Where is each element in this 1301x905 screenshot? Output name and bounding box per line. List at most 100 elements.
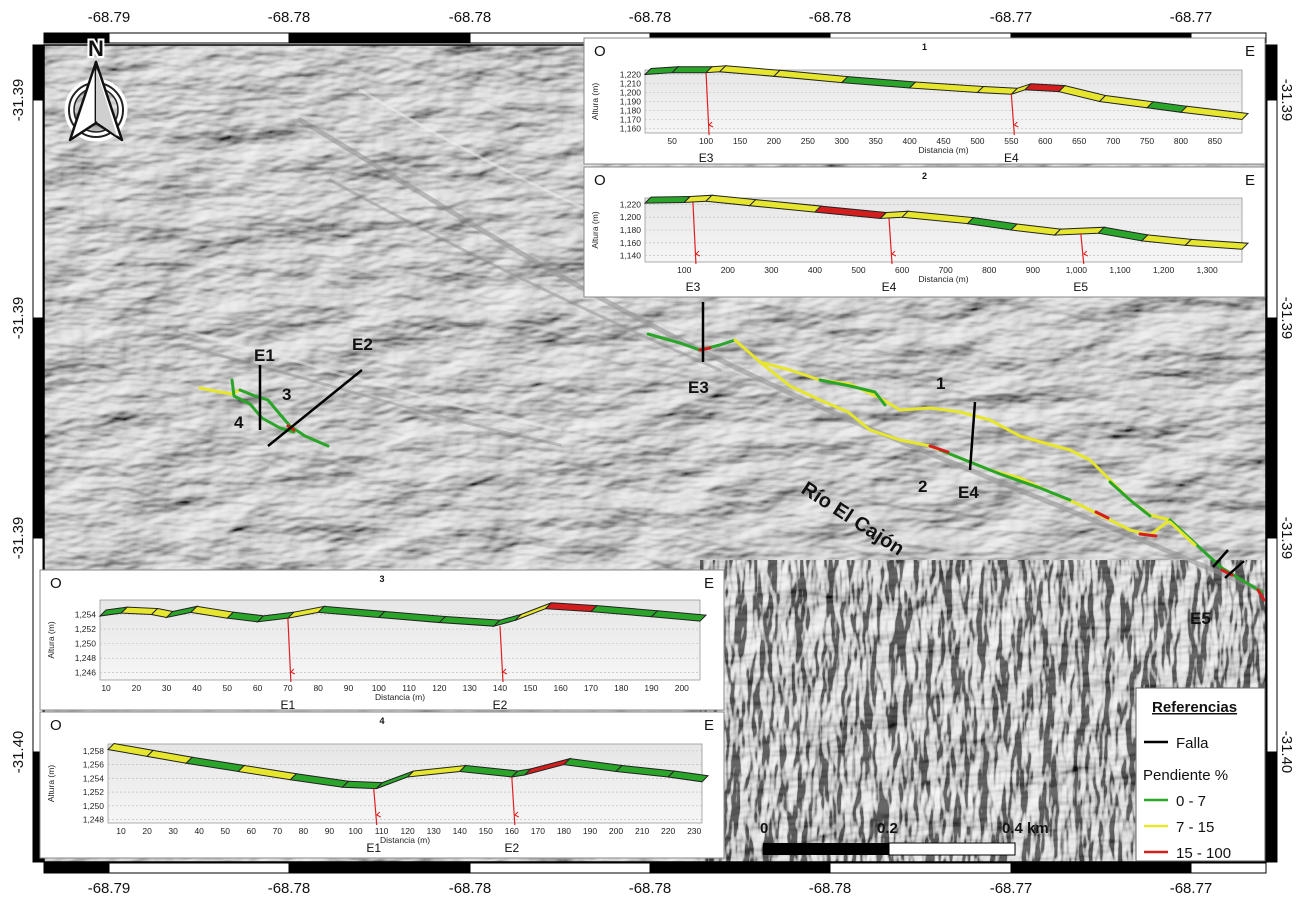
x-tick-label: 90: [325, 826, 335, 836]
y-axis-label: Altura (m): [46, 621, 56, 658]
fault-marker-label: E1: [281, 698, 296, 712]
fault-marker-label: E3: [699, 151, 714, 165]
x-axis-label: Distancia (m): [918, 145, 968, 155]
y-tick-label: 1,248: [75, 653, 97, 663]
x-tick-label: 210: [635, 826, 649, 836]
fault-marker-label: E1: [366, 841, 381, 855]
lon-label-bottom: -68.78: [809, 880, 852, 897]
trace-2-red: [928, 444, 950, 454]
profile-title: 2: [922, 171, 927, 181]
fault-marker-tick: [502, 668, 508, 675]
x-tick-label: 800: [982, 265, 996, 275]
x-tick-label: 60: [253, 683, 263, 693]
legend-class-low: 0 - 7: [1176, 793, 1206, 810]
fault-e5b: [1224, 560, 1245, 579]
lon-label-bottom: -68.77: [1170, 880, 1213, 897]
legend: Referencias Falla Pendiente % 0 - 7 7 - …: [1135, 687, 1266, 862]
lon-label-bottom: -68.78: [449, 880, 492, 897]
elevation-segment: [341, 780, 384, 790]
profile-panel-3: 1,246 1,248 1,250 1,252 1,254 10 20 30 40 50 60 70 8…: [39, 569, 725, 712]
elevation-segment: [1179, 105, 1250, 121]
y-tick-label: 1,254: [83, 773, 105, 783]
profile-panel-4: 1,248 1,250 1,252 1,254 1,256 1,258 10 20 30 40 50…: [39, 711, 725, 859]
fault-marker-label: E2: [504, 841, 519, 855]
fault-label-e4: E4: [958, 483, 979, 502]
lon-label-bottom: -68.78: [268, 880, 311, 897]
north-label: N: [88, 36, 104, 61]
x-tick-label: 130: [463, 683, 477, 693]
fault-e2: [267, 369, 363, 447]
x-tick-label: 110: [375, 826, 389, 836]
trace-4: [238, 388, 330, 448]
fault-lines: [258, 302, 1245, 579]
lat-label-right: -31.39: [1278, 79, 1295, 122]
x-tick-label: 70: [283, 683, 293, 693]
x-tick-label: 80: [313, 683, 323, 693]
lat-label-left: -31.39: [10, 297, 27, 340]
scale-label-0: 0: [760, 820, 768, 837]
x-tick-label: 160: [554, 683, 568, 693]
lon-label-top: -68.77: [990, 9, 1033, 26]
profile-east-label: E: [704, 717, 714, 734]
x-tick-label: 1,300: [1196, 265, 1218, 275]
trace-3-4-west: [198, 386, 242, 396]
x-tick-label: 500: [851, 265, 865, 275]
frame-bar-bottom: [649, 862, 831, 874]
trace-1-b-green: [1108, 480, 1152, 518]
lon-label-top: -68.78: [268, 9, 311, 26]
elevation-segment: [1023, 83, 1066, 93]
trace-east-tail-r2: [1256, 588, 1266, 602]
x-tick-label: 400: [902, 136, 916, 146]
fault-marker: [511, 776, 516, 826]
fault-marker-label: E5: [1073, 280, 1088, 294]
fault-marker-tick: [514, 811, 520, 818]
profile-west-label: O: [50, 717, 62, 734]
x-tick-label: 700: [1106, 136, 1120, 146]
slope-traces: [198, 332, 1266, 602]
x-tick-label: 100: [699, 136, 713, 146]
elevation-segment: [650, 610, 708, 622]
x-tick-label: 110: [402, 683, 416, 693]
profile-west-label: O: [594, 43, 606, 60]
lon-label-top: -68.78: [449, 9, 492, 26]
y-tick-label: 1,252: [83, 787, 105, 797]
profile-east-label: E: [1245, 172, 1255, 189]
lon-label-top: -68.78: [629, 9, 672, 26]
y-axis-label: Altura (m): [590, 211, 600, 248]
fault-marker: [692, 202, 697, 265]
x-tick-label: 600: [895, 265, 909, 275]
coordinate-labels: -68.79 -68.78 -68.78 -68.78 -68.78 -68.7…: [10, 9, 1295, 897]
legend-fault: Falla: [1176, 735, 1209, 752]
frame-bar-right: [1266, 99, 1278, 319]
trace-east-a: [698, 346, 712, 352]
fault-marker-tick: [1083, 250, 1088, 257]
y-tick-label: 1,250: [75, 639, 97, 649]
frame-bar-bottom: [1010, 862, 1192, 874]
x-tick-label: 600: [1038, 136, 1052, 146]
x-tick-label: 220: [661, 826, 675, 836]
x-tick-label: 30: [162, 683, 172, 693]
fault-marker: [888, 218, 893, 265]
scale-label-0-2: 0.2: [877, 820, 898, 837]
x-tick-label: 150: [733, 136, 747, 146]
x-tick-label: 800: [1174, 136, 1188, 146]
frame-bar-right: [1266, 751, 1278, 863]
y-tick-label: 1,180: [620, 225, 642, 235]
profile-east-label: E: [704, 575, 714, 592]
x-tick-label: 190: [644, 683, 658, 693]
y-tick-label: 1,160: [620, 238, 642, 248]
elevation-segment: [670, 66, 714, 74]
x-tick-label: 140: [453, 826, 467, 836]
fault-e4: [968, 401, 977, 471]
fault-marker: [373, 788, 378, 826]
x-tick-label: 180: [614, 683, 628, 693]
x-tick-label: 20: [132, 683, 142, 693]
fault-marker: [1080, 233, 1085, 265]
x-tick-label: 550: [1004, 136, 1018, 146]
fault-marker-tick: [708, 121, 714, 128]
fault-marker-label: E2: [493, 698, 508, 712]
fault-marker: [499, 626, 504, 683]
x-tick-label: 150: [479, 826, 493, 836]
